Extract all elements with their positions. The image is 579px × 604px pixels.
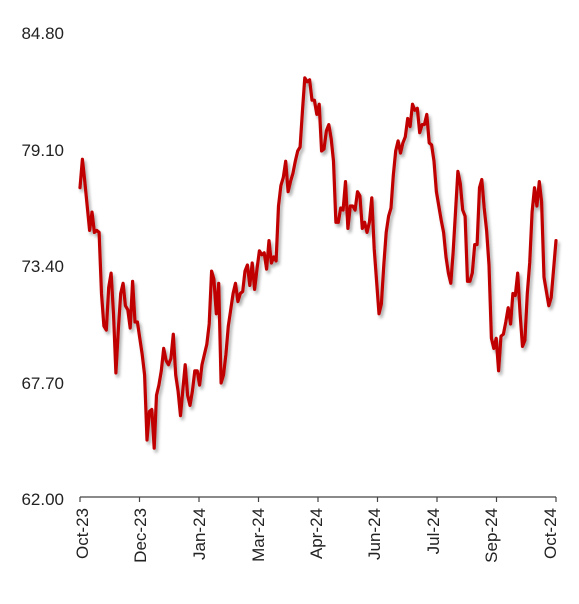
x-tick-label: Dec-23	[131, 508, 150, 563]
series-line	[78, 76, 558, 450]
x-tick-label: Jan-24	[190, 508, 209, 560]
y-axis-tick-labels: 84.80 79.10 73.40 67.70 62.00	[21, 24, 64, 509]
x-tick-label: Jul-24	[424, 508, 443, 554]
y-tick-label: 73.40	[21, 257, 64, 276]
x-tick-label: Sep-24	[482, 508, 501, 563]
x-tick-label: Mar-24	[249, 508, 268, 562]
x-tick-label: Oct-23	[73, 508, 92, 559]
x-axis	[79, 496, 557, 502]
y-tick-label: 67.70	[21, 374, 64, 393]
y-tick-label: 84.80	[21, 24, 64, 43]
x-axis-tick-labels: Oct-23 Dec-23 Jan-24 Mar-24 Apr-24 Jun-2…	[73, 508, 560, 563]
y-tick-label: 79.10	[21, 141, 64, 160]
plot-area	[78, 76, 558, 450]
x-tick-label: Apr-24	[307, 508, 326, 559]
y-tick-label: 62.00	[21, 490, 64, 509]
x-tick-label: Jun-24	[365, 508, 384, 560]
x-tick-label: Oct-24	[541, 508, 560, 559]
